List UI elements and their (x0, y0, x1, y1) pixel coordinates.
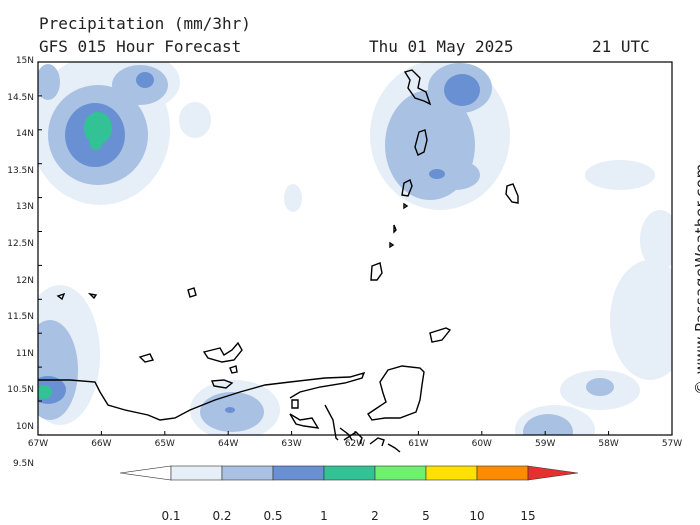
coastlines (38, 69, 519, 453)
forecast-time: 21 UTC (592, 37, 650, 56)
lat-label: 9.5N (12, 458, 34, 469)
credit-text: © www.PassageWeather.com (692, 163, 700, 395)
lat-label: 13N (15, 202, 34, 213)
lat-label: 14.5N (7, 92, 34, 103)
lon-label: 66W (91, 439, 112, 449)
legend-value: 10 (469, 509, 485, 523)
lat-label: 12N (15, 275, 34, 286)
lon-label: 64W (218, 439, 239, 449)
legend-value: 0.1 (161, 509, 181, 523)
legend-value: 1 (320, 509, 328, 523)
legend-value: 0.2 (212, 509, 232, 523)
lon-label: 58W (598, 439, 619, 449)
lon-label: 57W (661, 439, 683, 449)
lon-label: 60W (471, 439, 492, 449)
lat-label: 12.5N (7, 239, 34, 249)
lat-label: 13.5N (7, 165, 34, 176)
lat-label: 10N (15, 422, 34, 432)
legend-value: 5 (422, 509, 430, 523)
legend-min-arrow (119, 465, 172, 481)
forecast-date: Thu 01 May 2025 (369, 37, 514, 56)
model-label: GFS 015 Hour Forecast (39, 37, 242, 56)
legend-swatch (221, 465, 274, 481)
legend-value: 0.5 (263, 509, 283, 523)
legend-max-arrow (527, 465, 579, 481)
legend-swatch (374, 465, 427, 481)
lat-label: 11.5N (7, 312, 34, 323)
legend-swatch (476, 465, 529, 481)
lon-label: 63W (281, 439, 302, 449)
lon-label: 67W (27, 439, 49, 449)
legend-colorbar (119, 465, 579, 481)
legend-swatch (272, 465, 325, 481)
lon-label: 65W (154, 439, 175, 449)
precipitation-field (38, 62, 672, 435)
lat-label: 15N (15, 56, 34, 66)
legend-swatch (323, 465, 376, 481)
chart-title: Precipitation (mm/3hr) (39, 14, 251, 33)
lat-label: 10.5N (7, 385, 34, 396)
lon-label: 59W (535, 439, 556, 449)
lat-label: 11N (15, 348, 34, 359)
lon-label: 62W (344, 439, 366, 449)
legend-value: 15 (520, 509, 536, 523)
legend-value: 2 (371, 509, 379, 523)
legend-swatch (425, 465, 478, 481)
lat-label: 14N (15, 129, 34, 140)
lon-label: 61W (408, 439, 429, 449)
legend-swatch (170, 465, 223, 481)
